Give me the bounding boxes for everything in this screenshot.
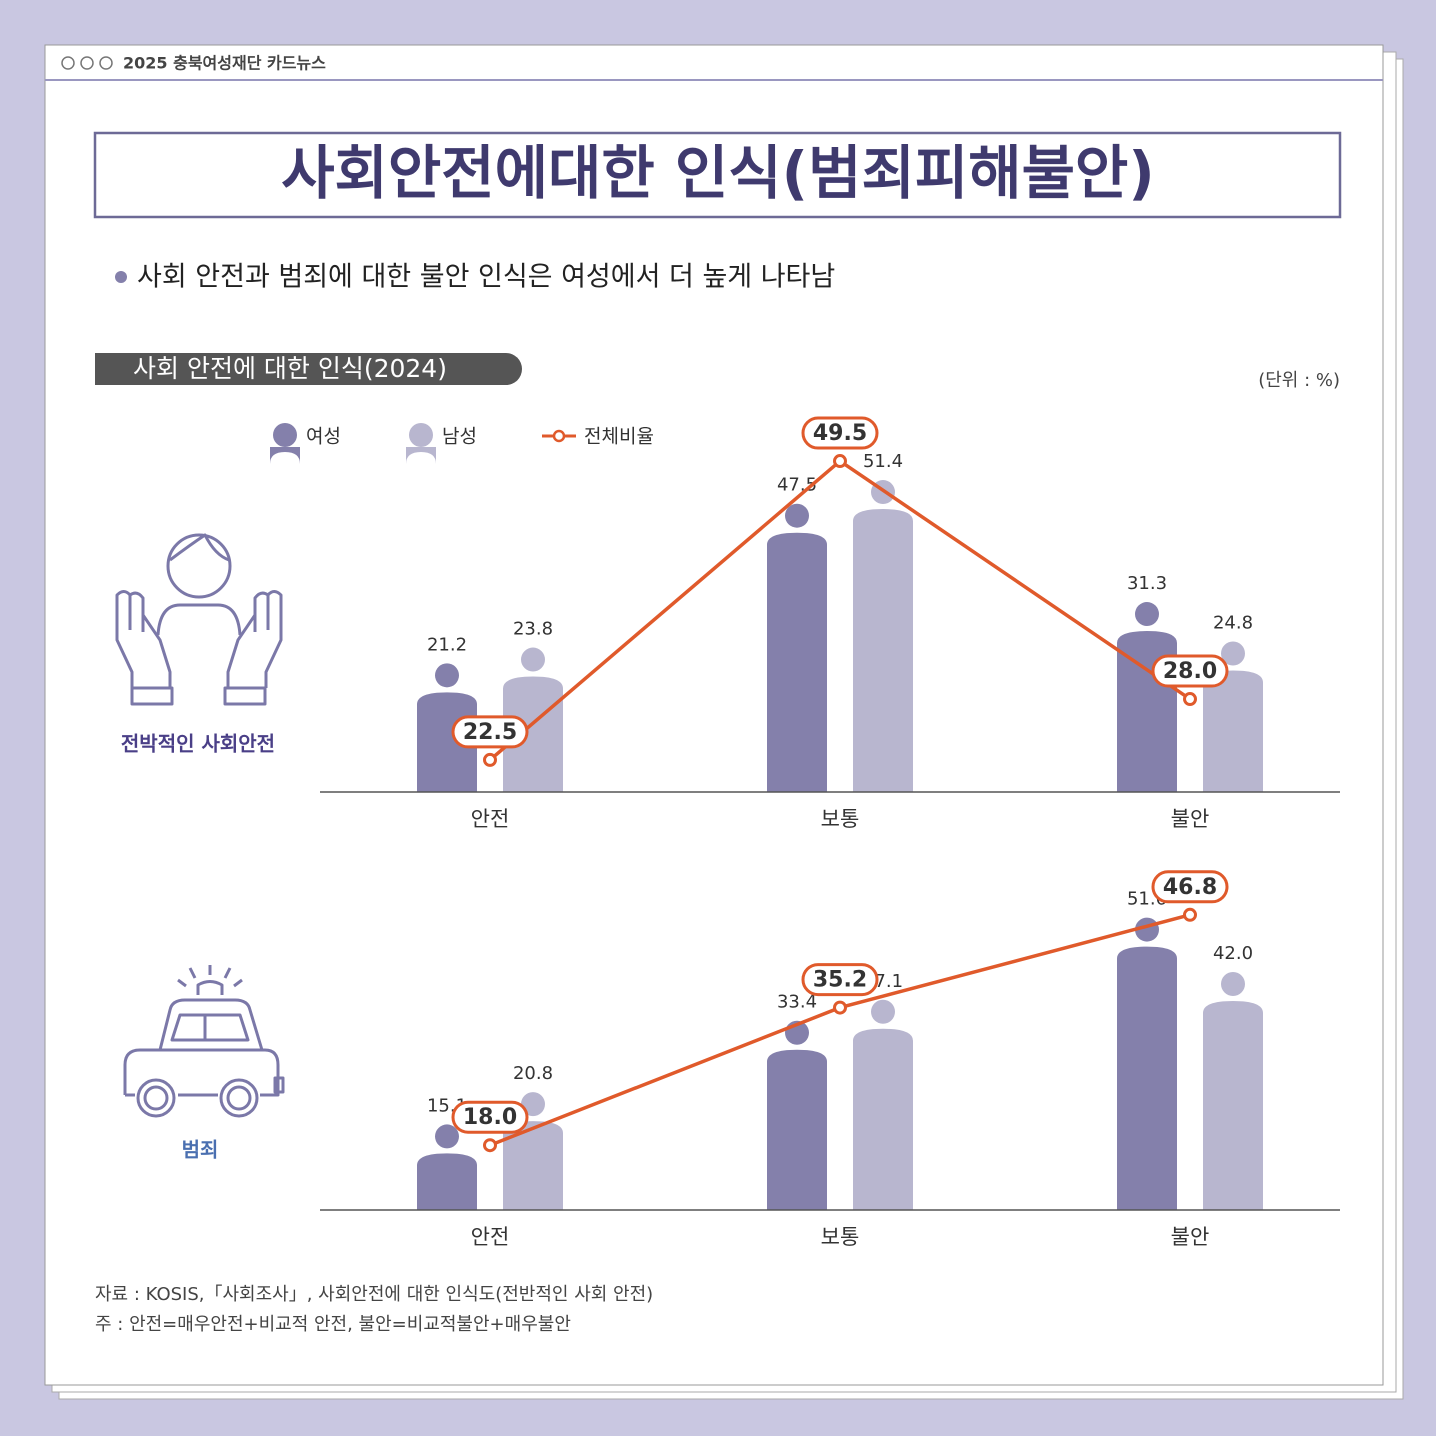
data-label-box [451,715,529,749]
data-label-box [451,1100,529,1134]
window-dots [61,56,113,70]
line-point [1183,692,1197,707]
data-label: 35.2 [813,968,867,993]
data-label: 24.8 [1213,612,1253,633]
card-body [44,44,1384,1386]
data-label-box [1151,654,1229,688]
x-tick-label: 안전 [471,1225,510,1249]
bar [853,999,913,1210]
line-point [1183,907,1197,922]
section-label: 사회 안전에 대한 인식(2024) [133,354,447,383]
data-label: 46.8 [1163,875,1217,900]
bar [417,663,477,792]
line-point [483,1138,497,1153]
title: 사회안전에대한 인식(범죄피해불안) [281,139,1155,207]
data-label: 42.0 [1213,943,1253,964]
note: 주 : 안전=매우안전+비교적 안전, 불안=비교적불안+매우불안 [95,1314,571,1335]
data-label: 31.3 [1127,573,1167,594]
legend-marker [552,429,566,443]
data-label: 33.4 [777,992,817,1013]
data-label: 23.8 [513,619,553,640]
line-point [483,752,497,767]
data-label-box [801,416,879,450]
legend-swatch [406,423,436,464]
car-icon [123,965,285,1118]
bar [503,647,563,792]
legend-label: 여성 [306,426,341,448]
line-point [833,1000,847,1015]
bar [767,1020,827,1210]
data-label: 49.5 [813,421,867,446]
x-tick-label: 불안 [1171,1225,1210,1249]
data-label-box [801,963,879,997]
bar [503,1092,563,1210]
bar [767,503,827,792]
title-box [93,131,1342,219]
legend-label: 전체비율 [584,426,654,448]
x-tick-label: 보통 [821,1225,860,1249]
bullet-text: 사회 안전과 범죄에 대한 불안 인식은 여성에서 더 높게 나타남 [137,262,835,293]
data-label: 18.0 [463,1105,517,1130]
bar [853,480,913,792]
data-label: 28.0 [1163,659,1217,684]
data-label: 22.5 [463,720,517,745]
data-label: 51.4 [863,451,903,472]
unit: (단위 : %) [1258,370,1340,391]
x-tick-label: 보통 [821,807,860,831]
bullet-dot [115,271,127,283]
bar [1117,917,1177,1210]
bar [417,1124,477,1210]
data-label-box [1151,870,1229,904]
legend-swatch [270,423,300,464]
data-label: 20.8 [513,1063,553,1084]
data-label: 21.2 [427,634,467,655]
header-text: 2025 충북여성재단 카드뉴스 [123,54,326,73]
bar [1203,972,1263,1210]
bar [1117,602,1177,792]
x-tick-label: 불안 [1171,807,1210,831]
chart-title: 전박적인 사회안전 [121,732,275,756]
legend-label: 남성 [442,426,477,448]
line-point [833,454,847,469]
chart-title: 범죄 [182,1138,219,1162]
x-tick-label: 안전 [471,807,510,831]
source: 자료 : KOSIS,「사회조사」, 사회안전에 대한 인식도(전반적인 사회 … [95,1284,653,1305]
safety-icon [115,533,283,706]
section-pill [95,353,522,385]
